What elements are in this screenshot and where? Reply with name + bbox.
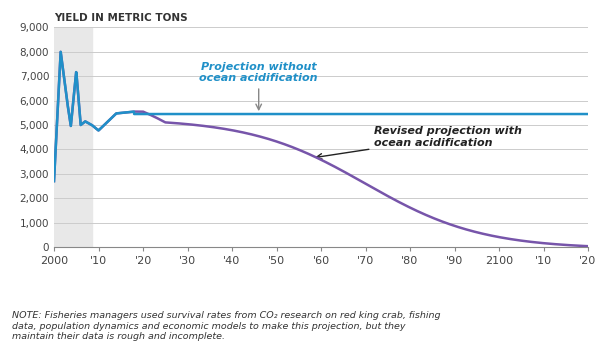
Text: Revised projection with
ocean acidification: Revised projection with ocean acidificat… bbox=[316, 127, 522, 159]
Text: Projection without
ocean acidification: Projection without ocean acidification bbox=[199, 62, 318, 110]
Bar bbox=[54, 27, 92, 247]
Text: NOTE: Fisheries managers used survival rates from CO₂ research on red king crab,: NOTE: Fisheries managers used survival r… bbox=[12, 311, 440, 341]
Text: YIELD IN METRIC TONS: YIELD IN METRIC TONS bbox=[54, 13, 188, 23]
